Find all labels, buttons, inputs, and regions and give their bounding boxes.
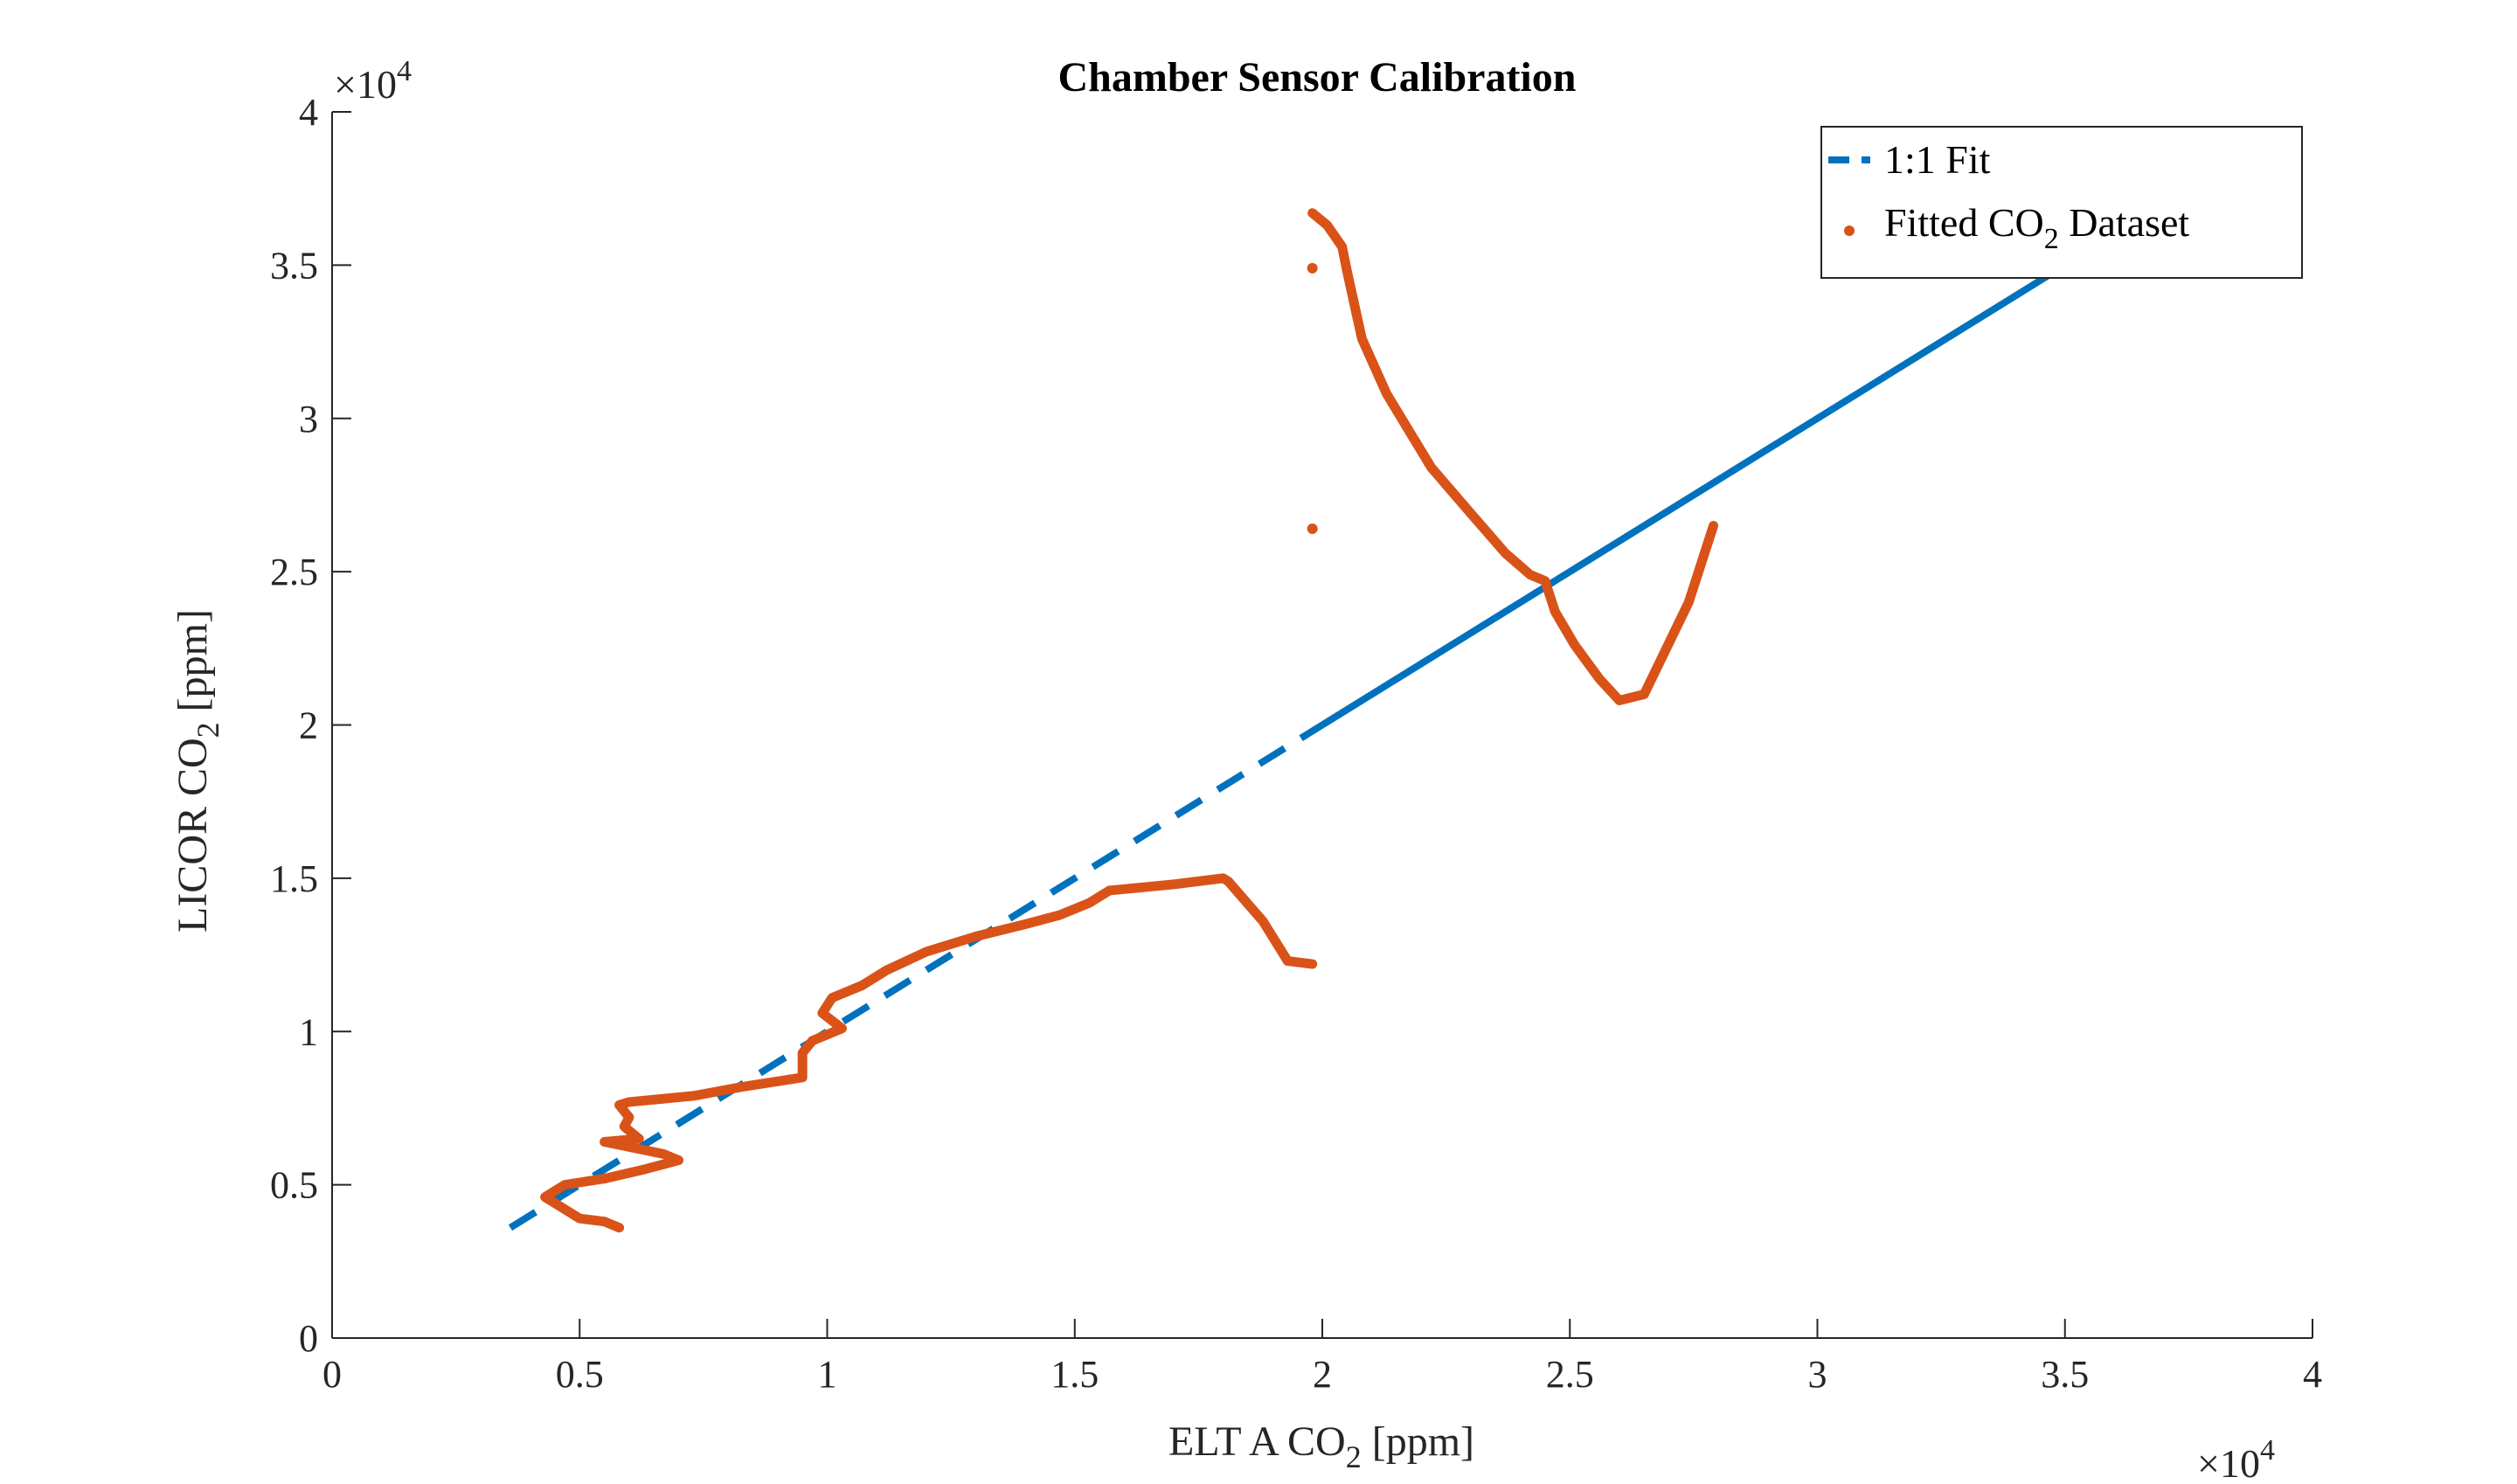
y-tick-label: 0.5: [270, 1164, 318, 1207]
data-point: [1307, 262, 1318, 274]
x-tick-label: 0.5: [556, 1353, 604, 1396]
y-tick-label: 1: [299, 1010, 318, 1053]
legend-dataset-swatch: [1844, 225, 1855, 236]
x-tick-label: 1.5: [1050, 1353, 1099, 1396]
x-tick-label: 2.5: [1546, 1353, 1594, 1396]
x-tick-label: 3.5: [2041, 1353, 2089, 1396]
y-tick-label: 0: [299, 1317, 318, 1360]
fit-line-segment: [1320, 261, 2067, 728]
x-axis-title: ELT A CO2 [ppm]: [1168, 1418, 1474, 1474]
exponent-label: ×104: [2197, 1434, 2275, 1484]
x-tick-label: 3: [1808, 1353, 1827, 1396]
dataset-trace-upper: [1307, 208, 1719, 705]
chart-title: Chamber Sensor Calibration: [1058, 54, 1577, 101]
data-point: [1307, 524, 1318, 535]
legend-box: [1820, 126, 2303, 279]
x-tick-label: 2: [1313, 1353, 1332, 1396]
exponent-label: ×104: [334, 55, 412, 107]
legend-fit-label: 1:1 Fit: [1884, 137, 1991, 182]
y-tick-label: 2.5: [270, 551, 318, 593]
y-axis-exponent: ×104: [334, 55, 412, 107]
legend: 1:1 Fit Fitted CO2 Dataset: [1820, 126, 2303, 279]
dataset-trace-lower: [540, 873, 1318, 1233]
y-axis-title: LICOR CO2 [ppm]: [170, 609, 225, 933]
x-tick-label: 4: [2303, 1353, 2322, 1396]
y-tick-label: 4: [299, 91, 318, 134]
x-tick-label: 1: [818, 1353, 837, 1396]
y-tick-label: 2: [299, 704, 318, 747]
y-tick-label: 3.5: [270, 244, 318, 287]
plot-area: 0 0.5 1 1.5 2 2.5 3 3.5 4 0 0.5 1 1.5 2 2.5 3 3.5 4: [270, 91, 2322, 1396]
y-tick-label: 3: [299, 398, 318, 440]
legend-dataset-label: Fitted CO2 Dataset: [1884, 200, 2189, 255]
x-tick-label: 0: [322, 1353, 342, 1396]
fit-line-segment: [508, 722, 1325, 1231]
y-tick-label: 1.5: [270, 857, 318, 900]
x-axis-exponent: ×104: [2197, 1434, 2275, 1484]
